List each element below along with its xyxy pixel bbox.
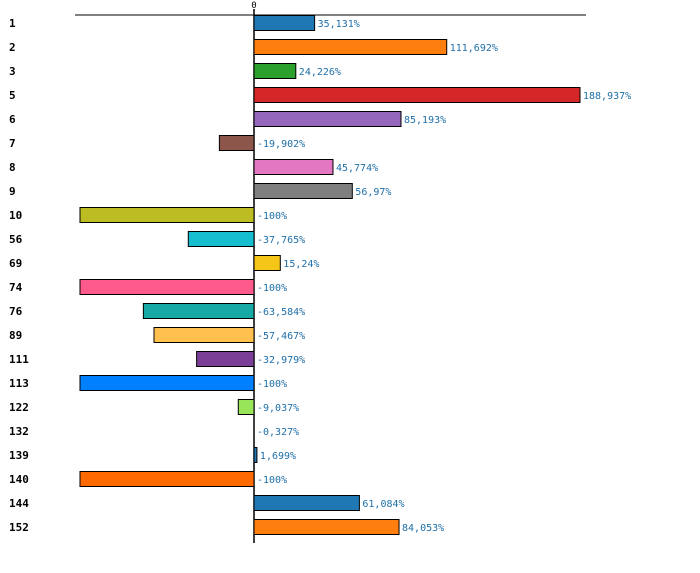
bar <box>237 399 255 415</box>
value-label: -9,037% <box>257 403 299 414</box>
bar <box>253 39 448 55</box>
value-label: -63,584% <box>257 307 305 318</box>
value-label: -0,327% <box>257 427 299 438</box>
value-label: 61,084% <box>362 499 404 510</box>
category-label: 111 <box>9 353 29 366</box>
value-label: 24,226% <box>299 67 341 78</box>
bar <box>253 447 258 463</box>
value-label: 188,937% <box>583 91 631 102</box>
bar <box>253 495 360 511</box>
value-label: 35,131% <box>318 19 360 30</box>
value-label: -57,467% <box>257 331 305 342</box>
bar <box>187 231 255 247</box>
category-label: 152 <box>9 521 29 534</box>
value-label: 84,053% <box>402 523 444 534</box>
bar <box>79 375 255 391</box>
category-label: 89 <box>9 329 22 342</box>
category-label: 69 <box>9 257 22 270</box>
bar <box>79 207 255 223</box>
bar <box>218 135 255 151</box>
bar <box>253 111 402 127</box>
category-label: 2 <box>9 41 16 54</box>
value-label: -100% <box>257 211 287 222</box>
value-label: 1,699% <box>260 451 296 462</box>
zero-tick-label: 0 <box>251 1 256 11</box>
bar <box>196 351 255 367</box>
bar <box>253 63 297 79</box>
value-label: -100% <box>257 475 287 486</box>
category-label: 1 <box>9 17 16 30</box>
category-label: 113 <box>9 377 29 390</box>
value-label: -100% <box>257 283 287 294</box>
value-label: -37,765% <box>257 235 305 246</box>
bar <box>79 471 255 487</box>
category-label: 74 <box>9 281 23 294</box>
category-label: 144 <box>9 497 29 510</box>
category-label: 9 <box>9 185 16 198</box>
value-label: -32,979% <box>257 355 305 366</box>
bar <box>142 303 255 319</box>
value-label: 15,24% <box>283 259 319 270</box>
value-label: 85,193% <box>404 115 446 126</box>
category-label: 76 <box>9 305 23 318</box>
category-label: 8 <box>9 161 16 174</box>
chart-rows: 1 35,131% 2 111,692% 3 24,226% 5 188,937% 6 85,19… <box>9 15 631 535</box>
value-label: 45,774% <box>336 163 378 174</box>
bar <box>253 519 400 535</box>
category-label: 139 <box>9 449 29 462</box>
category-label: 7 <box>9 137 16 150</box>
value-label: 56,97% <box>355 187 391 198</box>
category-label: 5 <box>9 89 16 102</box>
category-label: 3 <box>9 65 16 78</box>
value-label: -100% <box>257 379 287 390</box>
category-label: 6 <box>9 113 16 126</box>
value-label: 111,692% <box>450 43 498 54</box>
bar <box>253 15 316 31</box>
bar <box>253 255 281 271</box>
bar <box>253 159 334 175</box>
value-label: -19,902% <box>257 139 305 150</box>
category-label: 140 <box>9 473 29 486</box>
bar <box>253 183 353 199</box>
category-label: 56 <box>9 233 23 246</box>
category-label: 10 <box>9 209 22 222</box>
bar <box>79 279 255 295</box>
category-label: 122 <box>9 401 29 414</box>
category-label: 132 <box>9 425 29 438</box>
bar <box>253 87 581 103</box>
bar <box>153 327 255 343</box>
